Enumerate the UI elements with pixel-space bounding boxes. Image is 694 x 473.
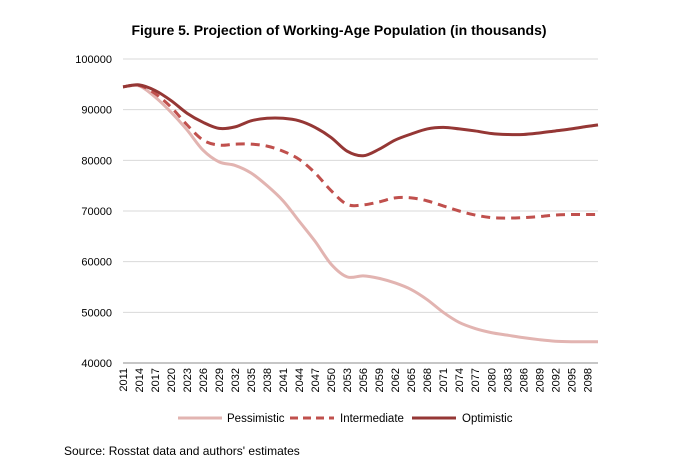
x-tick-label: 2077 <box>470 368 482 392</box>
legend-label-intermediate: Intermediate <box>340 413 404 425</box>
series-line-optimistic <box>122 83 599 158</box>
y-axis-ticks: 100000 90000 80000 70000 60000 50000 40000 <box>75 54 112 370</box>
legend: Pessimistic Intermediate Optimistic <box>178 413 513 425</box>
x-tick-label: 2083 <box>502 368 514 392</box>
x-tick-label: 2068 <box>422 368 434 392</box>
x-tick-label: 2053 <box>342 368 354 392</box>
legend-label-optimistic: Optimistic <box>462 413 513 425</box>
x-tick-label: 2044 <box>294 368 306 392</box>
series-lines <box>122 83 599 344</box>
x-tick-label: 2020 <box>166 368 178 392</box>
x-tick-label: 2062 <box>390 368 402 392</box>
y-tick-label: 70000 <box>81 206 112 218</box>
x-tick-label: 2065 <box>406 368 418 392</box>
x-axis-ticks: 2011 2014 2017 2020 2023 2026 2029 2032 2035 2038… <box>118 368 594 392</box>
y-tick-label: 40000 <box>81 358 112 370</box>
x-tick-label: 2029 <box>214 368 226 392</box>
x-tick-label: 2032 <box>230 368 242 392</box>
legend-item-optimistic: Optimistic <box>412 413 513 425</box>
x-tick-label: 2089 <box>534 368 546 392</box>
x-tick-label: 2080 <box>486 368 498 392</box>
x-tick-label: 2035 <box>246 368 258 392</box>
x-tick-label: 2023 <box>182 368 194 392</box>
chart-title: Figure 5. Projection of Working-Age Popu… <box>131 22 546 38</box>
x-tick-label: 2086 <box>518 368 530 392</box>
source-note: Source: Rosstat data and authors' estima… <box>64 444 300 458</box>
x-tick-label: 2056 <box>358 368 370 392</box>
x-tick-label: 2098 <box>582 368 594 392</box>
x-tick-label: 2059 <box>374 368 386 392</box>
y-tick-label: 90000 <box>81 105 112 117</box>
x-tick-label: 2011 <box>118 368 130 392</box>
legend-item-pessimistic: Pessimistic <box>178 413 285 425</box>
x-tick-label: 2050 <box>326 368 338 392</box>
y-tick-label: 50000 <box>81 307 112 319</box>
x-tick-label: 2092 <box>550 368 562 392</box>
x-tick-label: 2041 <box>278 368 290 392</box>
series-line-intermediate <box>122 83 598 220</box>
x-tick-label: 2047 <box>310 368 322 392</box>
y-tick-label: 60000 <box>81 257 112 269</box>
y-tick-label: 80000 <box>81 155 112 167</box>
x-tick-label: 2038 <box>262 368 274 392</box>
legend-label-pessimistic: Pessimistic <box>227 413 285 425</box>
x-tick-label: 2074 <box>454 368 466 392</box>
x-tick-label: 2026 <box>198 368 210 392</box>
series-line-pessimistic <box>122 83 598 344</box>
x-tick-label: 2095 <box>566 368 578 392</box>
x-tick-label: 2014 <box>134 368 146 392</box>
x-tick-label: 2017 <box>150 368 162 392</box>
y-tick-label: 100000 <box>75 54 112 66</box>
legend-item-intermediate: Intermediate <box>290 413 404 425</box>
x-tick-label: 2071 <box>438 368 450 392</box>
gridlines <box>123 58 598 313</box>
